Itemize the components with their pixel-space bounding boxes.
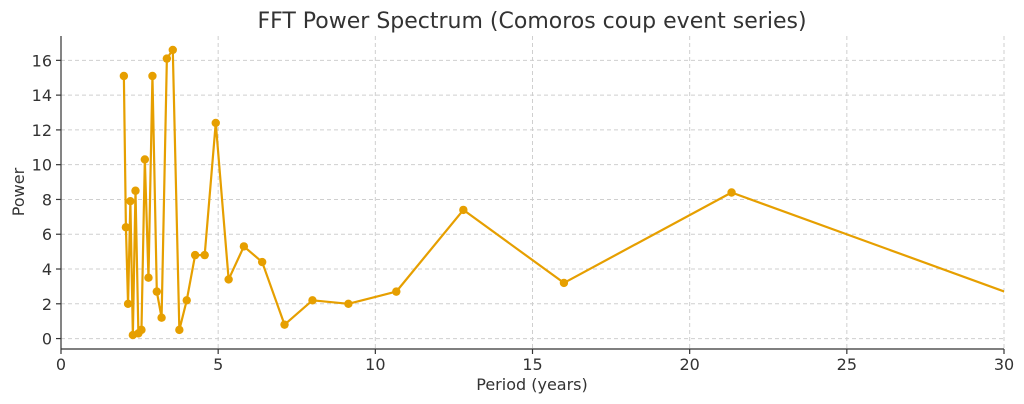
y-tick-label: 8 (42, 190, 52, 209)
data-point (308, 296, 317, 305)
data-point (727, 188, 736, 197)
data-point (144, 273, 153, 282)
x-tick-label: 20 (679, 355, 699, 374)
data-point (559, 278, 569, 288)
data-point (224, 275, 233, 284)
data-point (190, 250, 200, 260)
data-point (119, 71, 129, 81)
data-point (392, 287, 401, 296)
data-point (344, 299, 353, 308)
data-point (152, 287, 162, 296)
data-point (126, 196, 135, 206)
data-point (257, 257, 267, 267)
x-tick-label: 5 (213, 355, 223, 374)
tick-marks-and-labels: 0 5 10 15 20 25 30 0 2 4 6 8 10 12 14 16 (32, 51, 1015, 374)
y-axis-label: Power (9, 167, 28, 216)
y-tick-label: 4 (42, 260, 52, 279)
data-point (162, 54, 172, 63)
x-tick-label: 30 (994, 355, 1014, 374)
series (119, 45, 1004, 340)
data-point (175, 325, 184, 335)
data-point (131, 186, 140, 195)
x-tick-label: 15 (522, 355, 542, 374)
x-tick-label: 10 (365, 355, 385, 374)
x-axis-label: Period (years) (476, 375, 588, 394)
data-point (148, 71, 157, 81)
y-tick-label: 10 (32, 156, 52, 175)
y-tick-label: 2 (42, 295, 52, 314)
data-point (168, 45, 177, 55)
x-tick-label: 0 (56, 355, 66, 374)
data-point (459, 205, 468, 215)
data-point (211, 118, 220, 128)
y-tick-label: 14 (32, 86, 52, 105)
data-point (157, 313, 166, 322)
chart-title: FFT Power Spectrum (Comoros coup event s… (257, 9, 806, 34)
y-tick-label: 6 (42, 225, 52, 244)
y-tick-label: 0 (42, 330, 52, 349)
data-point (182, 296, 191, 305)
data-point (239, 242, 249, 251)
series-line (122, 48, 1004, 337)
data-point (140, 155, 150, 164)
grid (61, 36, 1005, 349)
data-point (280, 320, 289, 329)
data-point (137, 325, 146, 335)
data-point (123, 299, 133, 308)
data-point (121, 223, 131, 232)
y-tick-label: 12 (32, 121, 52, 140)
x-tick-label: 25 (837, 355, 857, 374)
data-point (200, 250, 209, 260)
y-tick-label: 16 (32, 51, 52, 70)
